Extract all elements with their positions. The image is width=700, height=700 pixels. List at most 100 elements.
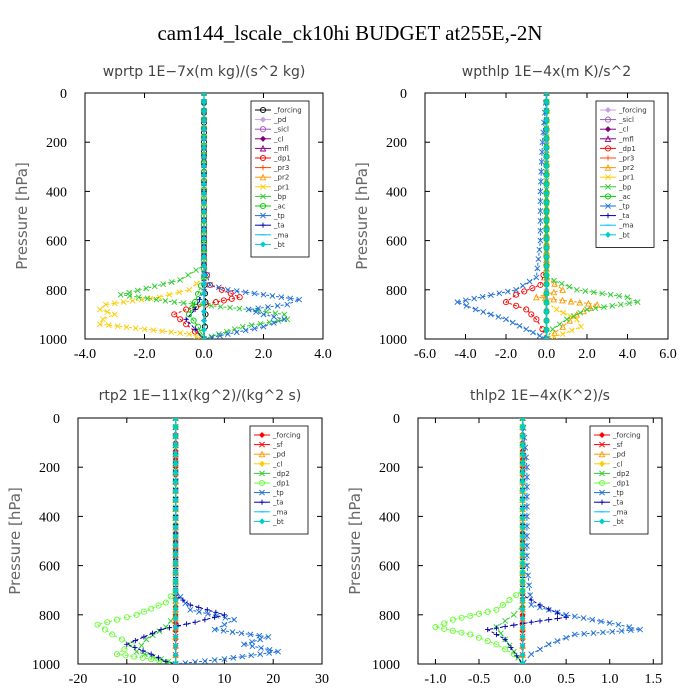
- point-bp: [609, 302, 616, 309]
- point-tp: [524, 464, 530, 471]
- point-dp1: [513, 291, 520, 298]
- point-bt: [200, 126, 208, 133]
- point-tp: [537, 178, 544, 185]
- point-bp: [171, 299, 178, 306]
- point-tp: [260, 311, 267, 318]
- y-tick-label: 600: [39, 560, 60, 575]
- point-tp: [527, 592, 534, 599]
- legend-marker: [604, 126, 612, 133]
- legend-marker: [599, 489, 605, 496]
- point-tp: [211, 657, 218, 663]
- point-bp: [134, 287, 141, 294]
- point-bt: [200, 135, 208, 142]
- point-pr1: [159, 328, 166, 335]
- point-tp: [537, 227, 544, 234]
- point-bp: [162, 297, 169, 304]
- point-tp: [537, 218, 544, 224]
- point-bt: [172, 624, 179, 631]
- y-tick-label: 1000: [372, 658, 400, 673]
- point-tp: [247, 631, 254, 638]
- point-tp: [545, 641, 552, 648]
- point-bp: [607, 291, 614, 298]
- point-ta: [493, 625, 500, 631]
- point-ta: [546, 606, 552, 612]
- point-tp: [519, 418, 526, 421]
- legend: _forcing_sf _pd_cl _dp2 _dp1_tp _ta_ma _bt: [249, 425, 309, 535]
- point-pr2: [550, 295, 558, 303]
- point-tp: [598, 618, 604, 625]
- point-tp: [211, 626, 218, 633]
- point-bt: [543, 281, 550, 288]
- x-tick-label: 0.0: [538, 347, 556, 362]
- point-bt: [519, 524, 526, 531]
- point-bp: [616, 293, 622, 299]
- legend-marker: [258, 479, 266, 487]
- point-bp: [566, 283, 573, 290]
- point-tp: [296, 296, 303, 303]
- point-tp: [221, 621, 228, 628]
- point-pr1: [129, 297, 136, 304]
- point-pr1: [104, 309, 111, 315]
- legend-marker: [604, 163, 612, 171]
- point-dp1: [164, 659, 171, 664]
- point-bt: [172, 487, 179, 494]
- point-bt: [172, 433, 179, 440]
- y-tick-label: 200: [379, 461, 400, 476]
- point-bt: [543, 208, 550, 215]
- legend-label: _sf: [272, 441, 283, 449]
- point-bt: [200, 171, 208, 179]
- x-tick-label: -20: [69, 672, 88, 687]
- y-tick-label: 200: [386, 136, 407, 151]
- point-tp: [251, 290, 258, 297]
- legend-label: _forcing: [273, 107, 302, 115]
- point-dp1: [155, 602, 162, 609]
- legend-marker: [604, 116, 612, 123]
- x-tick-label: -6.0: [414, 347, 436, 362]
- point-ta: [554, 615, 561, 622]
- point-bp: [153, 296, 160, 303]
- y-tick-label: 200: [46, 136, 67, 151]
- point-bp: [193, 267, 199, 274]
- chart-panels: wprtp 1E−7x(m kg)/(s^2 kg) Pressure [hPa]…: [6, 64, 677, 687]
- legend-label: _dp2: [612, 470, 630, 478]
- legend-marker: [605, 155, 611, 161]
- point-ta: [493, 631, 500, 638]
- point-tp: [526, 582, 533, 589]
- legend-label: _ta: [273, 222, 285, 230]
- point-tp: [230, 654, 237, 661]
- x-tick-label: 30: [315, 672, 329, 687]
- point-tp: [233, 288, 240, 294]
- legend-label: _dp1: [272, 480, 290, 488]
- point-bt: [172, 660, 179, 664]
- point-ac: [192, 299, 199, 306]
- point-ta: [132, 638, 138, 644]
- x-tick-label: 10: [217, 672, 231, 687]
- point-pr2: [559, 296, 566, 304]
- point-ac: [186, 311, 193, 318]
- point-tp: [281, 316, 288, 323]
- legend-label: _mfl: [618, 135, 634, 143]
- point-pr1: [111, 311, 118, 318]
- panel-title: wprtp 1E−7x(m kg)/(s^2 kg): [103, 64, 306, 80]
- point-tp: [488, 292, 494, 298]
- legend-marker: [260, 212, 266, 219]
- point-pr1: [560, 309, 567, 316]
- legend-label: _sicl: [618, 116, 634, 124]
- legend-marker: [259, 489, 265, 496]
- point-tp: [215, 284, 222, 291]
- point-bt: [519, 451, 526, 458]
- point-ta: [204, 607, 210, 613]
- point-ta: [508, 645, 514, 651]
- point-tp: [528, 651, 535, 658]
- point-bt: [543, 217, 550, 224]
- point-tp: [471, 295, 478, 302]
- point-bt: [519, 615, 526, 622]
- y-tick-label: 600: [379, 560, 400, 575]
- y-tick-label: 800: [46, 284, 67, 299]
- point-tp: [201, 658, 208, 664]
- point-bp: [160, 281, 167, 288]
- point-bt: [519, 442, 526, 449]
- y-tick-label: 800: [39, 609, 60, 624]
- point-bt: [172, 442, 179, 449]
- legend-label: _ac: [273, 203, 286, 211]
